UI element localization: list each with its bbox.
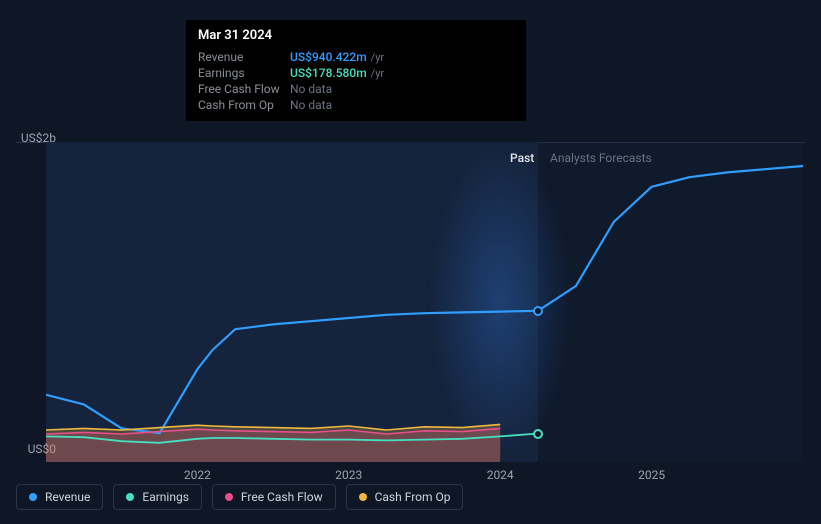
tooltip-row-label: Revenue [198,50,290,64]
legend-item-earnings[interactable]: Earnings [113,484,202,510]
x-axis-tick-label: 2022 [184,468,211,482]
region-label-past: Past [510,151,534,165]
legend-item-label: Earnings [142,490,189,504]
legend-dot-icon [359,493,367,501]
x-axis-tick-label: 2023 [335,468,362,482]
tooltip-row-label: Earnings [198,66,290,80]
tooltip-row-label: Cash From Op [198,98,290,112]
tooltip-row-value: US$940.422m [290,50,367,64]
region-label-forecast: Analysts Forecasts [550,151,652,165]
tooltip-row-suffix: /yr [371,51,384,64]
tooltip-row: RevenueUS$940.422m/yr [198,49,514,65]
tooltip-row: Free Cash FlowNo data [198,81,514,97]
chart-svg [46,142,803,462]
x-axis-tick-label: 2025 [638,468,665,482]
legend-item-label: Free Cash Flow [241,490,323,504]
tooltip-row: Cash From OpNo data [198,97,514,113]
tooltip-row-nodata: No data [290,98,332,112]
legend: Revenue Earnings Free Cash Flow Cash From O… [16,484,463,510]
x-axis-tick-label: 2024 [487,468,514,482]
legend-item-revenue[interactable]: Revenue [16,484,103,510]
legend-item-label: Cash From Op [375,490,451,504]
chart-tooltip: Mar 31 2024 RevenueUS$940.422m/yrEarning… [186,20,526,121]
chart-container: Past Analysts Forecasts US$2b US$0 20222… [0,0,821,524]
legend-item-free_cash_flow[interactable]: Free Cash Flow [212,484,336,510]
tooltip-row-suffix: /yr [371,67,384,80]
tooltip-row-value: US$178.580m [290,66,367,80]
series-line-revenue [46,166,803,433]
legend-dot-icon [29,493,37,501]
legend-item-label: Revenue [45,490,90,504]
legend-dot-icon [225,493,233,501]
tooltip-date: Mar 31 2024 [198,28,514,43]
tooltip-row: EarningsUS$178.580m/yr [198,65,514,81]
legend-item-cash_from_op[interactable]: Cash From Op [346,484,464,510]
tooltip-row-nodata: No data [290,82,332,96]
marker-revenue [533,306,543,316]
tooltip-row-label: Free Cash Flow [198,82,290,96]
marker-earnings [533,429,543,439]
legend-dot-icon [126,493,134,501]
